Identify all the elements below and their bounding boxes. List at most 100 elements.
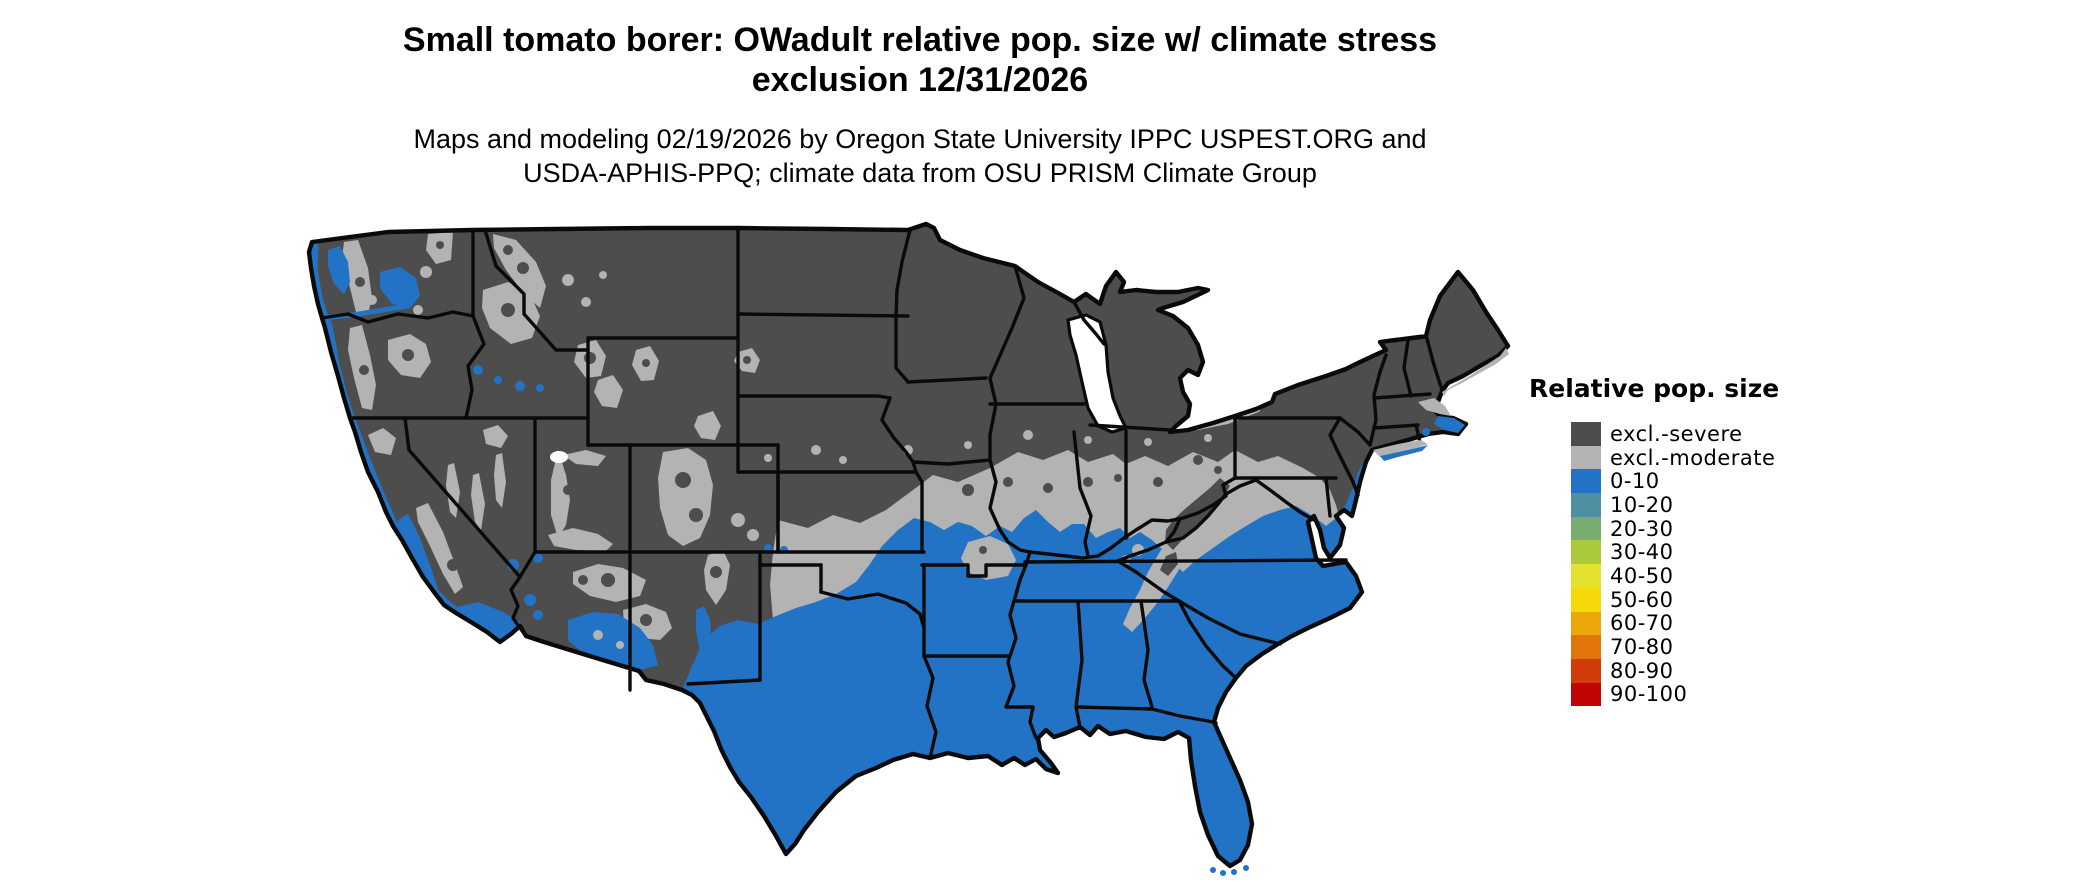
legend-item: excl.-moderate — [1571, 446, 1775, 470]
coastal-islands — [1210, 348, 1509, 876]
legend-label: 70-80 — [1610, 635, 1674, 660]
speck-dark — [517, 262, 529, 274]
legend-label: excl.-moderate — [1610, 445, 1776, 470]
legend-swatch — [1571, 611, 1601, 636]
patch-wind-river — [594, 375, 623, 408]
great-salt-lake — [550, 451, 568, 463]
state-borders — [320, 228, 1444, 760]
speck-dark — [1193, 455, 1203, 465]
legend-swatch — [1571, 635, 1601, 659]
legend-swatch — [1571, 445, 1601, 470]
legend-swatch — [1571, 587, 1601, 612]
speck-dark — [501, 303, 515, 317]
speck-blue — [536, 384, 544, 392]
conus-outline — [306, 221, 1511, 869]
speck-dark — [1214, 466, 1222, 474]
speck-blue — [515, 381, 525, 391]
patch-south-utah — [548, 528, 613, 551]
patch-wa-cascades — [342, 240, 372, 314]
maine-coast-fringe — [1442, 348, 1509, 396]
speck — [1144, 438, 1152, 446]
speck-dark — [962, 484, 974, 496]
speck — [599, 271, 607, 279]
speck-blue — [533, 610, 543, 620]
legend-label: excl.-severe — [1610, 421, 1743, 446]
legend-item: 90-100 — [1571, 682, 1775, 707]
figure-subtitle: Maps and modeling 02/19/2026 by Oregon S… — [270, 122, 1570, 190]
speck — [593, 630, 603, 640]
legend-label: 50-60 — [1610, 587, 1674, 612]
speck — [581, 297, 591, 307]
long-island-gray — [1373, 440, 1428, 457]
patch-laramie — [694, 411, 721, 440]
legend-label: 10-20 — [1610, 492, 1674, 517]
legend-item: 50-60 — [1571, 588, 1775, 612]
patch-ozarks — [961, 536, 1016, 580]
legend-swatch — [1571, 516, 1601, 541]
speck-dark — [689, 508, 703, 522]
patch-rio-grande-valley — [696, 606, 714, 676]
legend-item: 30-40 — [1571, 540, 1775, 564]
florida-key — [1210, 867, 1216, 873]
speck-dark — [979, 546, 987, 554]
speck — [616, 641, 624, 649]
speck-dark — [436, 241, 444, 249]
legend-swatch — [1571, 422, 1601, 446]
legend-item: 0-10 — [1571, 469, 1775, 493]
legend-swatch — [1571, 564, 1601, 588]
speck — [964, 441, 972, 449]
patch-columbia-basin — [380, 267, 420, 308]
figure-subtitle-line2: USDA-APHIS-PPQ; climate data from OSU PR… — [523, 158, 1317, 188]
speck-dark — [1003, 477, 1013, 487]
speck-blue — [533, 553, 543, 563]
speck-dark — [1083, 477, 1093, 487]
speck-blue — [494, 376, 502, 384]
florida-key — [1220, 870, 1226, 876]
speck-dark — [563, 485, 573, 495]
long-island-blue — [1380, 445, 1428, 461]
boston-gray — [1418, 398, 1451, 416]
speck-dark — [584, 352, 596, 364]
speck-dark — [743, 356, 751, 364]
speck-dark — [675, 472, 691, 488]
legend-swatch — [1571, 540, 1601, 565]
patch-co-rockies — [658, 448, 713, 546]
title-block: Small tomato borer: OWadult relative pop… — [270, 20, 1570, 190]
zone-0-10-main — [682, 452, 1383, 866]
speck — [731, 513, 745, 527]
speck-dark — [1043, 483, 1053, 493]
legend-label: 60-70 — [1610, 611, 1674, 636]
speck-blue — [473, 365, 483, 375]
speck-dark — [642, 359, 650, 367]
speck-dark — [710, 566, 722, 578]
patch-sierra — [416, 503, 463, 594]
patch-nv-northeast — [483, 425, 508, 448]
legend-swatch — [1571, 658, 1601, 683]
legend-label: 90-100 — [1610, 682, 1688, 707]
legend-item: 60-70 — [1571, 611, 1775, 636]
figure-title-line2: exclusion 12/31/2026 — [751, 61, 1089, 99]
speck — [1204, 434, 1212, 442]
speck — [1084, 436, 1092, 444]
legend-label: 40-50 — [1610, 563, 1674, 588]
legend-label: 30-40 — [1610, 540, 1674, 565]
legend-swatch — [1571, 682, 1601, 707]
patch-nv-range3 — [494, 453, 506, 508]
legend-item: 70-80 — [1571, 635, 1775, 659]
speck-dark — [402, 349, 414, 361]
figure-subtitle-line1: Maps and modeling 02/19/2026 by Oregon S… — [413, 124, 1427, 154]
legend-label: 0-10 — [1610, 469, 1660, 494]
patch-appalachian-core — [1160, 552, 1178, 576]
florida-key — [1243, 865, 1249, 871]
legend-swatch — [1571, 493, 1601, 517]
legend-swatch — [1571, 469, 1601, 494]
patch-puget-lowland — [328, 246, 350, 294]
florida-key — [1231, 869, 1237, 875]
patch-klamath — [368, 428, 396, 455]
legend-item: 40-50 — [1571, 564, 1775, 588]
speck — [367, 295, 377, 305]
us-choropleth-map — [306, 221, 1511, 876]
speck-dark — [1114, 474, 1122, 482]
legend-title: Relative pop. size — [1529, 374, 1780, 403]
